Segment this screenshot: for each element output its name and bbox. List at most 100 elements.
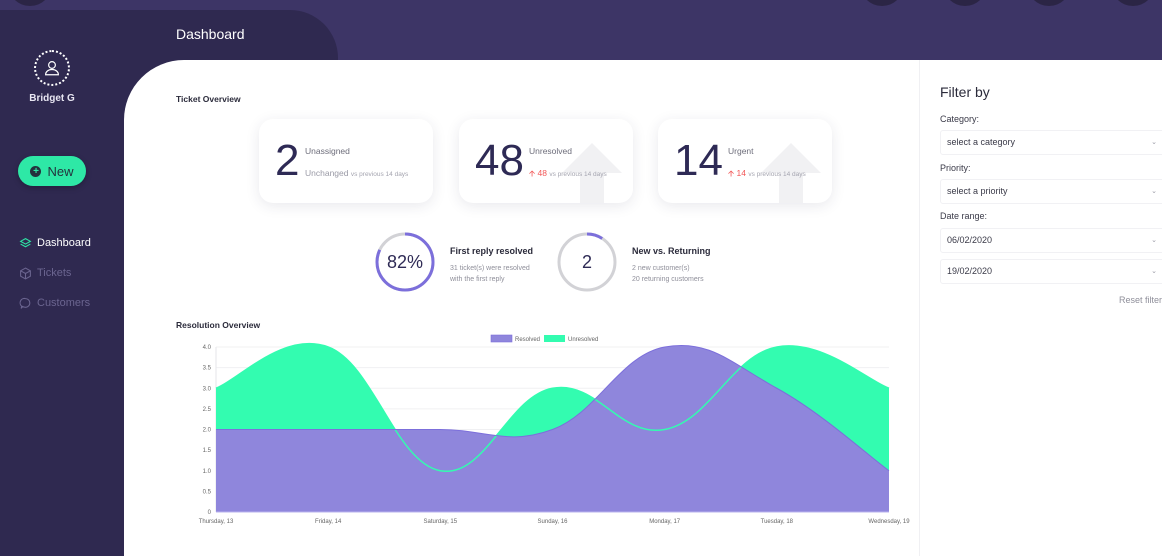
svg-text:Saturday, 15: Saturday, 15 [424, 519, 458, 525]
chart-y-axis: 0 0.5 1.0 1.5 2.0 2.5 3.0 3.5 4.0 [203, 345, 212, 516]
area-resolved [216, 345, 889, 512]
stat-line: 20 returning customers [632, 276, 704, 283]
kpi-value: 2 [275, 136, 300, 185]
date-to-value: 19/02/2020 [947, 266, 993, 276]
chevron-down-icon: ⌄ [1151, 188, 1157, 195]
user-name: Bridget G [29, 93, 75, 104]
category-select[interactable]: select a category ⌄ [940, 130, 1162, 155]
chart-x-axis: Thursday, 13 Friday, 14 Saturday, 15 Sunday… [199, 519, 911, 525]
sidebar-item-label: Tickets [37, 267, 72, 279]
header-icon-circle[interactable] [943, 0, 987, 6]
avatar[interactable] [34, 50, 70, 86]
ring-value: 82% [386, 251, 424, 272]
arrow-up-watermark-icon [761, 143, 821, 203]
chart-legend: Resolved Unresolved [490, 334, 598, 343]
sidebar-item-tickets[interactable]: Tickets [19, 258, 91, 288]
priority-label: Priority: [940, 163, 971, 173]
box-icon [20, 266, 31, 280]
chat-bubble-icon [19, 297, 31, 309]
svg-text:3.0: 3.0 [203, 386, 212, 392]
layers-icon [19, 237, 32, 247]
stat-line: 31 ticket(s) were resolved [450, 265, 530, 272]
svg-text:2.5: 2.5 [203, 407, 212, 413]
sidebar-item-dashboard[interactable]: Dashboard [19, 228, 91, 258]
date-from-select[interactable]: 06/02/2020 ⌄ [940, 228, 1162, 253]
resolution-chart: 0 0.5 1.0 1.5 2.0 2.5 3.0 3.5 4.0 Thursday, 13 Fr… [199, 334, 911, 525]
date-range-label: Date range: [940, 211, 988, 221]
sidebar-nav: Dashboard Tickets Customers [19, 228, 91, 318]
page-title: Dashboard [176, 26, 245, 42]
legend-swatch-unresolved[interactable] [544, 335, 565, 342]
header-icon-circle[interactable] [1027, 0, 1071, 6]
stat-line: 2 new customer(s) [632, 265, 690, 272]
kpi-change-suffix: vs previous 14 days [549, 171, 607, 178]
stat-title: New vs. Returning [632, 246, 711, 256]
progress-ring [557, 232, 617, 292]
progress-ring [375, 232, 435, 292]
svg-text:Thursday, 13: Thursday, 13 [199, 519, 234, 525]
filter-title: Filter by [940, 84, 990, 100]
kpi-label: Unresolved [529, 146, 572, 156]
arrow-up-icon: 🡩 [728, 168, 735, 178]
kpi-change: Unchanged vs previous 14 days [305, 168, 408, 178]
kpi-change-value: Unchanged [305, 168, 349, 178]
stat-description: 2 new customer(s) 20 returning customers [632, 263, 704, 285]
chevron-down-icon: ⌄ [1151, 268, 1157, 275]
svg-text:Tuesday, 18: Tuesday, 18 [761, 519, 794, 525]
chart-areas [215, 343, 890, 513]
svg-text:2.0: 2.0 [203, 428, 212, 434]
stat-title: First reply resolved [450, 246, 534, 256]
svg-text:3.5: 3.5 [203, 366, 212, 372]
svg-text:0.5: 0.5 [203, 489, 212, 495]
kpi-card-unresolved[interactable]: 48 Unresolved 🡩 48 vs previous 14 days [459, 119, 633, 203]
arrow-up-icon: 🡩 [529, 168, 536, 178]
ring-value: 2 [581, 251, 592, 272]
stat-description: 31 ticket(s) were resolved with the firs… [450, 263, 530, 285]
header-icon-circle[interactable] [1111, 0, 1155, 6]
legend-swatch-resolved[interactable] [490, 334, 513, 343]
stat-line: with the first reply [450, 276, 505, 283]
kpi-card-urgent[interactable]: 14 Urgent 🡩 14 vs previous 14 days [658, 119, 832, 203]
kpi-change: 🡩 48 vs previous 14 days [529, 168, 607, 182]
svg-text:4.0: 4.0 [203, 345, 212, 351]
sidebar-item-customers[interactable]: Customers [19, 288, 91, 318]
category-label: Category: [940, 114, 980, 124]
first-reply-ring: 82% [375, 232, 435, 292]
svg-text:Friday, 14: Friday, 14 [315, 519, 342, 525]
svg-text:Wednesday, 19: Wednesday, 19 [868, 519, 910, 525]
new-button[interactable]: + New [18, 156, 86, 186]
header-avatar-circle [8, 0, 52, 6]
reset-filter-link[interactable]: Reset filter [1118, 295, 1162, 305]
svg-text:Sunday, 16: Sunday, 16 [538, 519, 569, 525]
legend-label-resolved[interactable]: Resolved [515, 337, 540, 343]
category-select-value: select a category [947, 137, 1016, 147]
plus-circle-icon: + [30, 165, 42, 177]
kpi-label: Unassigned [305, 146, 350, 156]
date-from-value: 06/02/2020 [947, 235, 993, 245]
arrow-up-watermark-icon [562, 143, 622, 203]
kpi-change: 🡩 14 vs previous 14 days [728, 168, 806, 182]
new-button-label: New [47, 163, 74, 179]
sidebar-item-label: Dashboard [37, 237, 91, 249]
svg-text:0: 0 [208, 510, 212, 516]
kpi-change-value: 14 [736, 168, 746, 178]
svg-text:1.0: 1.0 [203, 469, 212, 475]
date-to-select[interactable]: 19/02/2020 ⌄ [940, 259, 1162, 284]
kpi-card-unassigned[interactable]: 2 Unassigned Unchanged vs previous 14 da… [259, 119, 433, 203]
kpi-change-suffix: vs previous 14 days [748, 171, 806, 178]
kpi-label: Urgent [728, 146, 754, 156]
priority-select[interactable]: select a priority ⌄ [940, 179, 1162, 204]
resolution-overview-title: Resolution Overview [176, 320, 261, 330]
kpi-change-suffix: vs previous 14 days [350, 171, 409, 178]
priority-select-value: select a priority [947, 186, 1008, 196]
legend-label-unresolved[interactable]: Unresolved [568, 337, 598, 343]
ticket-overview-title: Ticket Overview [176, 94, 241, 104]
chevron-down-icon: ⌄ [1151, 237, 1157, 244]
header-icon-circle[interactable] [860, 0, 904, 6]
new-vs-returning-ring: 2 [557, 232, 617, 292]
kpi-value: 48 [475, 136, 524, 185]
filter-panel: Filter by Category: select a category ⌄ … [919, 60, 1162, 556]
kpi-value: 14 [674, 136, 723, 185]
chevron-down-icon: ⌄ [1151, 139, 1157, 146]
kpi-change-value: 48 [537, 168, 547, 178]
